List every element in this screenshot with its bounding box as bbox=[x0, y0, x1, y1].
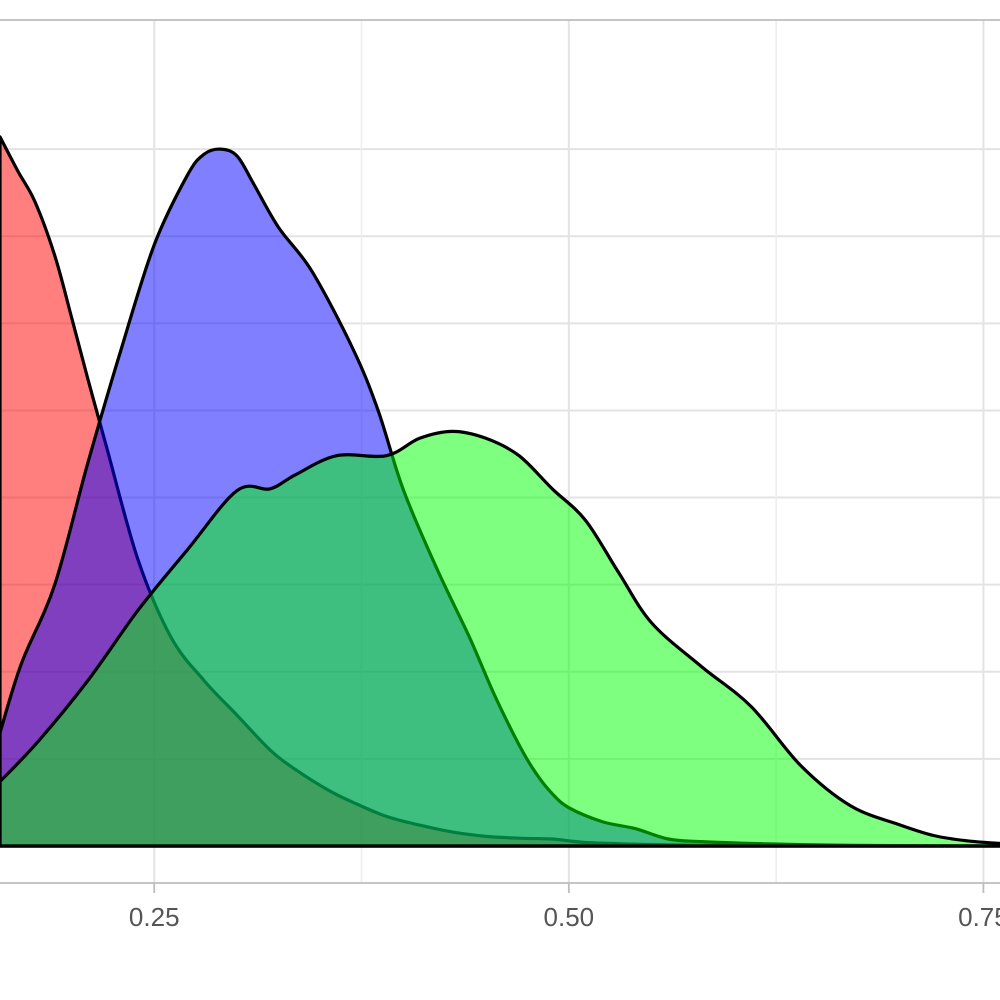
x-tick-label: 0.50 bbox=[544, 902, 595, 932]
x-tick-label: 0.75 bbox=[958, 902, 1000, 932]
x-tick-label: 0.25 bbox=[129, 902, 180, 932]
density-area-green bbox=[0, 429, 1000, 848]
axes: 0.25 0.50 0.75 bbox=[0, 19, 1000, 932]
series-layer bbox=[0, 135, 1000, 848]
